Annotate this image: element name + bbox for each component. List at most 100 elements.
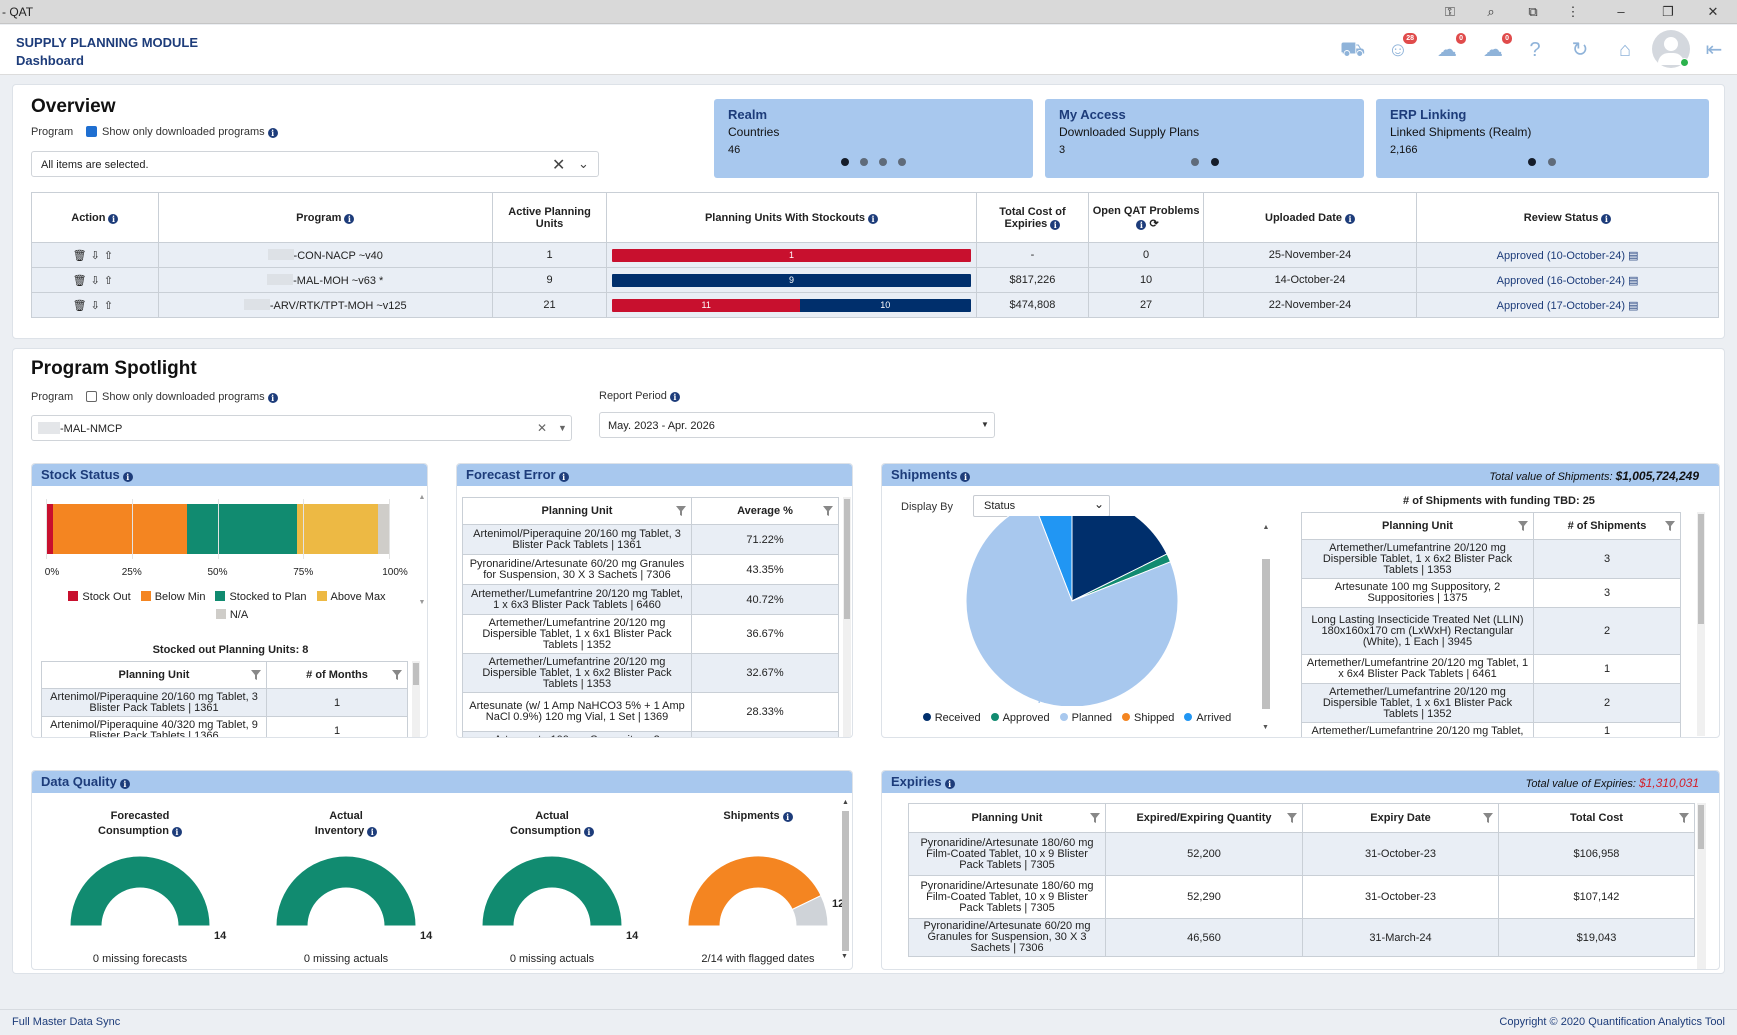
master-sync-link[interactable]: Full Master Data Sync xyxy=(12,1016,121,1028)
report-icon[interactable]: ▤ xyxy=(1628,274,1639,287)
scroll-thumb[interactable] xyxy=(1698,514,1704,624)
truck-icon[interactable]: ⛟ xyxy=(1340,39,1366,61)
report-icon[interactable]: ▤ xyxy=(1628,249,1639,262)
spotlight-program-select[interactable]: -MAL-NMCP ✕ ▼ xyxy=(31,415,572,441)
downloaded-checkbox[interactable] xyxy=(86,126,97,137)
col-total-cost[interactable]: Total Cost xyxy=(1498,803,1695,833)
cloud-upload-icon[interactable]: ☁ 0 xyxy=(1481,33,1512,62)
chevron-down-icon[interactable]: ⌄ xyxy=(578,156,589,171)
delete-icon[interactable]: 🗑 xyxy=(72,299,91,312)
scroll-thumb[interactable] xyxy=(842,811,849,951)
cloud-download-icon[interactable]: ☁ 0 xyxy=(1435,33,1466,62)
carousel-dot[interactable] xyxy=(898,158,906,166)
caret-down-icon[interactable]: ▼ xyxy=(558,423,567,433)
scroll-thumb[interactable] xyxy=(1698,805,1704,849)
filter-icon[interactable] xyxy=(1678,812,1690,824)
carousel-dot[interactable] xyxy=(1211,158,1219,166)
upload-icon[interactable]: ⇧ xyxy=(103,299,118,312)
upload-icon[interactable]: ⇧ xyxy=(103,249,118,262)
realm-card[interactable]: Realm Countries 46 xyxy=(714,99,1033,178)
table-scrollbar[interactable] xyxy=(1697,512,1705,736)
carousel-dot[interactable] xyxy=(1191,158,1199,166)
table-scrollbar[interactable] xyxy=(1697,803,1706,969)
scroll-thumb[interactable] xyxy=(413,663,419,685)
pie-slice-received[interactable] xyxy=(1071,516,1168,602)
scroll-down-icon[interactable]: ▼ xyxy=(1262,724,1269,731)
col-average[interactable]: Average % xyxy=(691,497,839,525)
review-status-cell[interactable]: Approved (17-October-24) ▤ xyxy=(1416,292,1719,318)
chart-scrollbar[interactable]: ▲ ▼ xyxy=(418,494,426,606)
caret-down-icon[interactable]: ▼ xyxy=(981,420,989,429)
scroll-down-icon[interactable]: ▼ xyxy=(841,953,848,960)
upload-icon[interactable]: ⇧ xyxy=(103,274,118,287)
report-icon[interactable]: ▤ xyxy=(1628,299,1639,312)
filter-icon[interactable] xyxy=(1286,812,1298,824)
download-icon[interactable]: ⇩ xyxy=(90,299,104,312)
carousel-dot[interactable] xyxy=(860,158,868,166)
col-quantity[interactable]: Expired/Expiring Quantity xyxy=(1105,803,1303,833)
my-access-card[interactable]: My Access Downloaded Supply Plans 3 xyxy=(1045,99,1364,178)
scroll-thumb[interactable] xyxy=(844,499,850,619)
review-status-text[interactable]: Approved (16-October-24) xyxy=(1496,274,1626,287)
filter-icon[interactable] xyxy=(1089,812,1101,824)
logout-icon[interactable]: ⇤ xyxy=(1705,39,1723,61)
review-status-cell[interactable]: Approved (10-October-24) ▤ xyxy=(1416,242,1719,268)
carousel-dot[interactable] xyxy=(1528,158,1536,166)
notification-icon[interactable]: ☺ 28 xyxy=(1386,33,1417,62)
overview-program-select[interactable]: All items are selected. ✕ ⌄ xyxy=(31,151,599,177)
delete-icon[interactable]: 🗑 xyxy=(72,249,91,262)
carousel-dot[interactable] xyxy=(841,158,849,166)
filter-icon[interactable] xyxy=(250,669,262,681)
col-shipments[interactable]: # of Shipments xyxy=(1533,512,1681,540)
col-months[interactable]: # of Months xyxy=(266,661,408,689)
report-period-select[interactable]: May. 2023 - Apr. 2026 ▼ xyxy=(599,412,995,438)
download-icon[interactable]: ⇩ xyxy=(90,249,104,262)
col-planning-unit[interactable]: Planning Unit xyxy=(462,497,692,525)
pie-slice-planned[interactable] xyxy=(965,516,1179,706)
refresh-icon[interactable]: ↻ xyxy=(1571,39,1589,61)
minimize-button[interactable]: – xyxy=(1617,4,1625,19)
col-expiry-date[interactable]: Expiry Date xyxy=(1302,803,1499,833)
filter-icon[interactable] xyxy=(1664,520,1676,532)
erp-linking-card[interactable]: ERP Linking Linked Shipments (Realm) 2,1… xyxy=(1376,99,1709,178)
review-status-text[interactable]: Approved (10-October-24) xyxy=(1496,249,1626,262)
spotlight-downloaded-toggle[interactable]: Show only downloaded programs i xyxy=(86,391,278,403)
legend-item[interactable]: Shipped xyxy=(1122,712,1174,724)
filter-icon[interactable] xyxy=(1482,812,1494,824)
filter-icon[interactable] xyxy=(1517,520,1529,532)
legend-item[interactable]: Arrived xyxy=(1184,712,1231,724)
col-planning-unit[interactable]: Planning Unit xyxy=(41,661,267,689)
close-window-button[interactable]: ✕ xyxy=(1707,4,1719,19)
legend-item[interactable]: Received xyxy=(922,712,981,724)
delete-icon[interactable]: 🗑 xyxy=(72,274,91,287)
key-icon[interactable]: ⚿ xyxy=(1445,4,1455,19)
extensions-icon[interactable]: ⧉ xyxy=(1528,4,1538,19)
filter-icon[interactable] xyxy=(675,505,687,517)
clear-icon[interactable]: ✕ xyxy=(537,421,548,435)
display-by-select[interactable]: Status ⌄ xyxy=(973,495,1110,517)
help-icon[interactable]: ? xyxy=(1529,39,1541,61)
chevron-down-icon[interactable]: ⌄ xyxy=(1094,497,1105,511)
legend-item[interactable]: Planned xyxy=(1059,712,1112,724)
gauges-scrollbar[interactable]: ▲ ▼ xyxy=(841,799,849,960)
legend-item[interactable]: Approved xyxy=(990,712,1050,724)
filter-icon[interactable] xyxy=(391,669,403,681)
home-icon[interactable]: ⌂ xyxy=(1618,39,1632,61)
review-status-cell[interactable]: Approved (16-October-24) ▤ xyxy=(1416,267,1719,293)
table-scrollbar[interactable] xyxy=(412,661,420,737)
table-scrollbar[interactable] xyxy=(843,497,851,737)
col-planning-unit[interactable]: Planning Unit xyxy=(908,803,1106,833)
downloaded-checkbox[interactable] xyxy=(86,391,97,402)
chart-scrollbar[interactable]: ▲ ▼ xyxy=(1262,524,1270,731)
carousel-dot[interactable] xyxy=(1548,158,1556,166)
overview-downloaded-toggle[interactable]: Show only downloaded programs i xyxy=(86,126,278,138)
refresh-problems-icon[interactable]: ⟳ xyxy=(1146,218,1159,230)
col-planning-unit[interactable]: Planning Unit xyxy=(1301,512,1534,540)
avatar[interactable] xyxy=(1652,30,1690,68)
zoom-icon[interactable]: ⌕ xyxy=(1487,4,1495,19)
restore-button[interactable]: ❐ xyxy=(1662,4,1674,19)
scroll-thumb[interactable] xyxy=(1262,559,1270,709)
clear-icon[interactable]: ✕ xyxy=(552,157,566,174)
carousel-dot[interactable] xyxy=(879,158,887,166)
filter-icon[interactable] xyxy=(822,505,834,517)
